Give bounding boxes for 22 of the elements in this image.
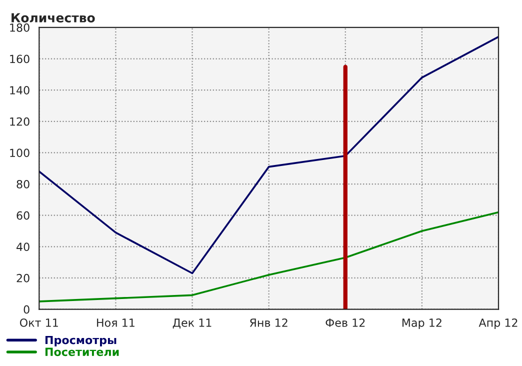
legend-label: Посетители	[45, 348, 119, 356]
y-tick-label: 140	[10, 86, 30, 94]
x-tick-label: Янв 12	[250, 318, 288, 327]
y-tick-label: 80	[16, 180, 30, 188]
y-tick-label: 100	[10, 148, 30, 158]
x-tick-label: Дек 11	[172, 318, 212, 328]
chart-title: Количество	[12, 13, 95, 22]
x-tick-label: Ноя 11	[97, 318, 134, 327]
x-tick-label: Мар 12	[402, 318, 442, 330]
y-tick-label: 60	[16, 211, 30, 220]
y-tick-label: 20	[16, 274, 30, 282]
y-tick-label: 180	[10, 23, 30, 32]
legend-label: Просмотры	[45, 336, 116, 346]
x-tick-label: Фев 12	[326, 318, 365, 327]
y-tick-label: 0	[24, 305, 30, 314]
x-tick-label: Окт 11	[20, 318, 58, 327]
line-series	[39, 36, 499, 274]
line-series	[39, 211, 499, 302]
y-tick-label: 160	[10, 54, 30, 64]
y-tick-label: 120	[10, 117, 30, 126]
x-tick-label: Апр 12	[478, 318, 518, 330]
y-tick-label: 40	[16, 242, 30, 252]
